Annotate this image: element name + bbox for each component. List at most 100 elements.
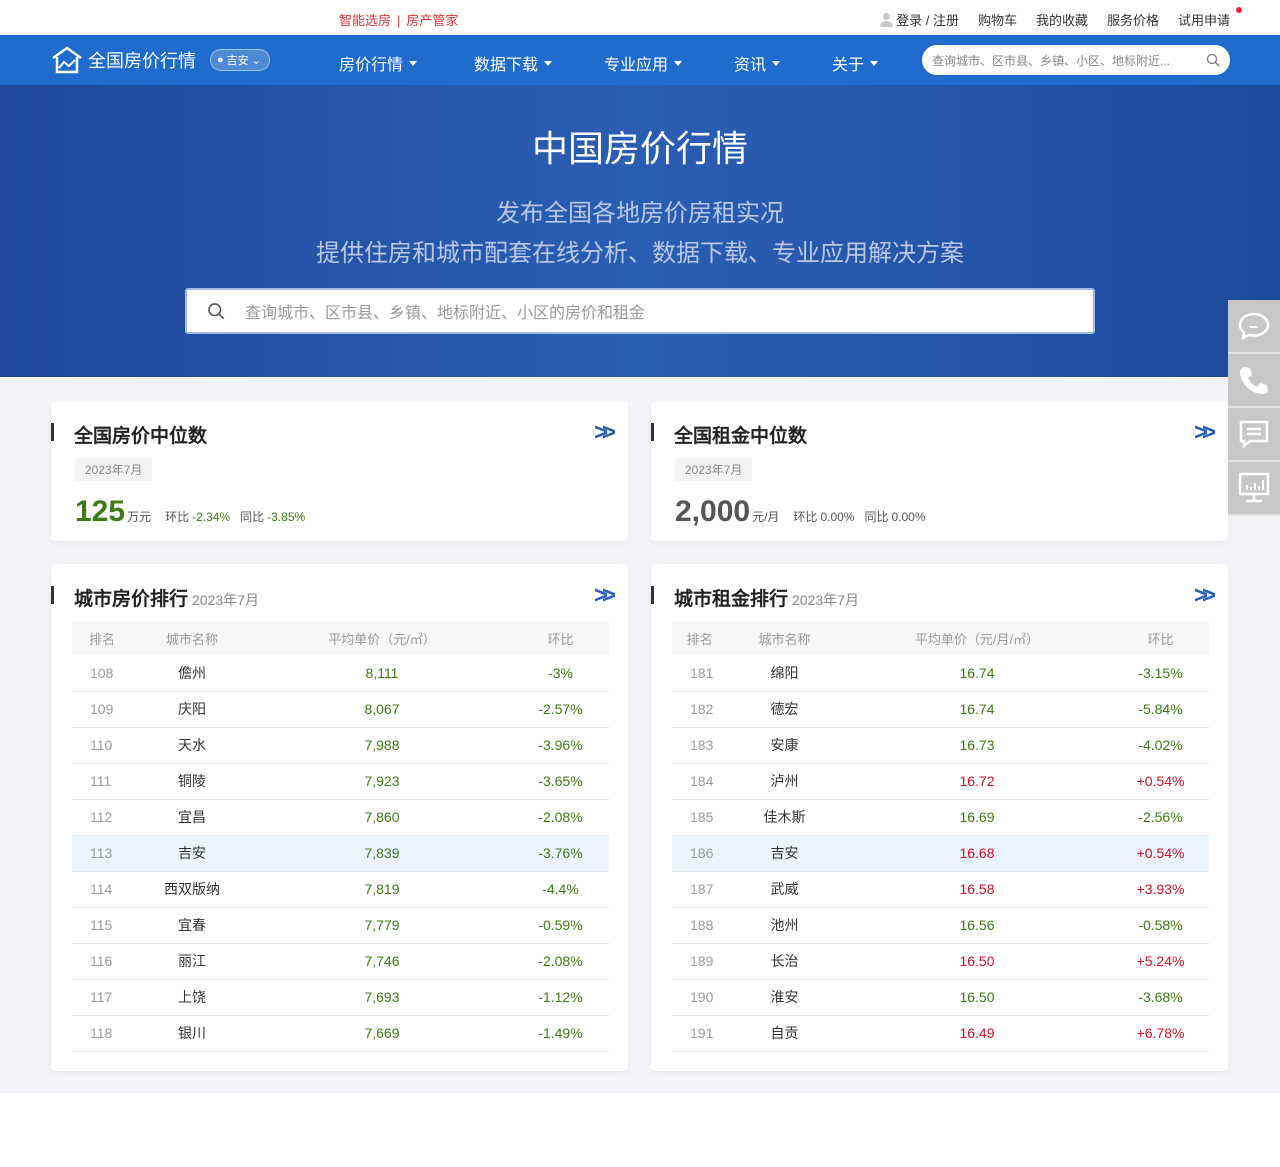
table-row[interactable]: 190 淮安 16.50 -3.68%	[672, 979, 1209, 1016]
city-cell[interactable]: 吉安	[132, 835, 252, 872]
price-cell: 16.74	[842, 691, 1112, 728]
city-selector[interactable]: ● 吉安 ⌄	[210, 49, 270, 71]
message-icon[interactable]	[1228, 408, 1280, 462]
table-row[interactable]: 187 武威 16.58 +3.93%	[672, 871, 1209, 908]
city-cell[interactable]: 绵阳	[727, 655, 842, 692]
city-cell[interactable]: 宜昌	[132, 799, 252, 836]
unit: 万元	[127, 510, 152, 524]
table-row[interactable]: 108 儋州 8,111 -3%	[72, 655, 609, 692]
title-bar	[651, 586, 654, 604]
city-cell[interactable]: 丽江	[132, 943, 252, 980]
city-cell[interactable]: 天水	[132, 727, 252, 764]
table-row[interactable]: 191 自贡 16.49 +6.78%	[672, 1015, 1209, 1052]
city-cell[interactable]: 武威	[727, 871, 842, 908]
menu-news[interactable]: 资讯	[734, 51, 781, 75]
city-cell[interactable]: 西双版纳	[132, 871, 252, 908]
rank-cell: 183	[672, 727, 727, 764]
double-chevron-right-icon[interactable]: >>	[593, 582, 616, 609]
city-cell[interactable]: 吉安	[727, 835, 842, 872]
menu-house-price[interactable]: 房价行情	[339, 51, 418, 75]
table-row[interactable]: 118 银川 7,669 -1.49%	[72, 1015, 609, 1052]
yoy-label: 同比	[240, 510, 265, 524]
table-row[interactable]: 181 绵阳 16.74 -3.15%	[672, 655, 1209, 692]
change-cell: +0.54%	[1112, 835, 1209, 872]
city-label: 吉安	[226, 55, 249, 67]
rank-cell: 184	[672, 763, 727, 800]
property-manager-link[interactable]: 房产管家	[406, 13, 459, 28]
cart-link[interactable]: 购物车	[977, 13, 1017, 28]
menu-about[interactable]: 关于	[832, 51, 879, 75]
search-icon[interactable]	[1206, 53, 1220, 67]
city-cell[interactable]: 铜陵	[132, 763, 252, 800]
caret-down-icon	[544, 60, 553, 66]
table-row[interactable]: 109 庆阳 8,067 -2.57%	[72, 691, 609, 728]
city-cell[interactable]: 淮安	[727, 979, 842, 1016]
monitor-chart-icon[interactable]	[1228, 462, 1280, 516]
city-cell[interactable]: 儋州	[132, 655, 252, 692]
city-cell[interactable]: 德宏	[727, 691, 842, 728]
double-chevron-right-icon[interactable]: >>	[1193, 419, 1216, 446]
location-pin-icon: ●	[217, 54, 224, 66]
rank-cell: 114	[72, 871, 132, 908]
table-row[interactable]: 186 吉安 16.68 +0.54%	[672, 835, 1209, 872]
trial-link[interactable]: 试用申请	[1177, 13, 1230, 28]
rent-rank-table: 排名 城市名称 平均单价（元/月/㎡） 环比 181 绵阳 16.74 -3.15% 182 德宏…	[672, 621, 1209, 1052]
price-cell: 7,693	[252, 979, 512, 1016]
city-cell[interactable]: 自贡	[727, 1015, 842, 1052]
change-cell: -3.96%	[512, 727, 609, 764]
change-cell: -2.56%	[1112, 799, 1209, 836]
change-cell: +6.78%	[1112, 1015, 1209, 1052]
table-row[interactable]: 184 泸州 16.72 +0.54%	[672, 763, 1209, 800]
logo[interactable]: 全国房价行情	[50, 46, 196, 74]
city-cell[interactable]: 银川	[132, 1015, 252, 1052]
price-cell: 7,923	[252, 763, 512, 800]
city-cell[interactable]: 长治	[727, 943, 842, 980]
table-row[interactable]: 189 长治 16.50 +5.24%	[672, 943, 1209, 980]
city-cell[interactable]: 佳木斯	[727, 799, 842, 836]
change-cell: -3.68%	[1112, 979, 1209, 1016]
table-row[interactable]: 183 安康 16.73 -4.02%	[672, 727, 1209, 764]
table-row[interactable]: 182 德宏 16.74 -5.84%	[672, 691, 1209, 728]
table-row[interactable]: 110 天水 7,988 -3.96%	[72, 727, 609, 764]
nav-search-input[interactable]: 查询城市、区市县、乡镇、小区、地标附近...	[922, 45, 1230, 75]
login-link[interactable]: 登录 / 注册	[879, 10, 959, 29]
city-cell[interactable]: 泸州	[727, 763, 842, 800]
table-row[interactable]: 185 佳木斯 16.69 -2.56%	[672, 799, 1209, 836]
smart-select-link[interactable]: 智能选房	[339, 13, 392, 28]
caret-down-icon	[772, 60, 781, 66]
menu-pro-apps[interactable]: 专业应用	[604, 51, 683, 75]
table-row[interactable]: 114 西双版纳 7,819 -4.4%	[72, 871, 609, 908]
double-chevron-right-icon[interactable]: >>	[1193, 582, 1216, 609]
table-row[interactable]: 117 上饶 7,693 -1.12%	[72, 979, 609, 1016]
menu-data-download[interactable]: 数据下载	[474, 51, 553, 75]
change-cell: -1.12%	[512, 979, 609, 1016]
yoy-label: 同比	[864, 510, 889, 524]
table-row[interactable]: 188 池州 16.56 -0.58%	[672, 907, 1209, 944]
rank-cell: 189	[672, 943, 727, 980]
city-cell[interactable]: 庆阳	[132, 691, 252, 728]
table-row[interactable]: 113 吉安 7,839 -3.76%	[72, 835, 609, 872]
price-cell: 16.49	[842, 1015, 1112, 1052]
phone-icon[interactable]	[1228, 354, 1280, 408]
table-row[interactable]: 116 丽江 7,746 -2.08%	[72, 943, 609, 980]
change-cell: -3.65%	[512, 763, 609, 800]
rank-cell: 117	[72, 979, 132, 1016]
double-chevron-right-icon[interactable]: >>	[593, 419, 616, 446]
price-cell: 7,779	[252, 907, 512, 944]
table-row[interactable]: 111 铜陵 7,923 -3.65%	[72, 763, 609, 800]
rank-cell: 113	[72, 835, 132, 872]
hero-search-input[interactable]: 查询城市、区市县、乡镇、地标附近、小区的房价和租金	[185, 288, 1095, 334]
pricing-link[interactable]: 服务价格	[1106, 13, 1159, 28]
notification-dot	[1236, 7, 1242, 13]
table-row[interactable]: 112 宜昌 7,860 -2.08%	[72, 799, 609, 836]
city-cell[interactable]: 安康	[727, 727, 842, 764]
city-cell[interactable]: 池州	[727, 907, 842, 944]
chat-bubble-icon[interactable]	[1228, 300, 1280, 354]
favorites-link[interactable]: 我的收藏	[1035, 13, 1088, 28]
table-row[interactable]: 115 宜春 7,779 -0.59%	[72, 907, 609, 944]
rank-cell: 191	[672, 1015, 727, 1052]
city-cell[interactable]: 宜春	[132, 907, 252, 944]
median-value: 2,000	[675, 495, 751, 528]
city-cell[interactable]: 上饶	[132, 979, 252, 1016]
hero-title: 中国房价行情	[531, 128, 748, 169]
